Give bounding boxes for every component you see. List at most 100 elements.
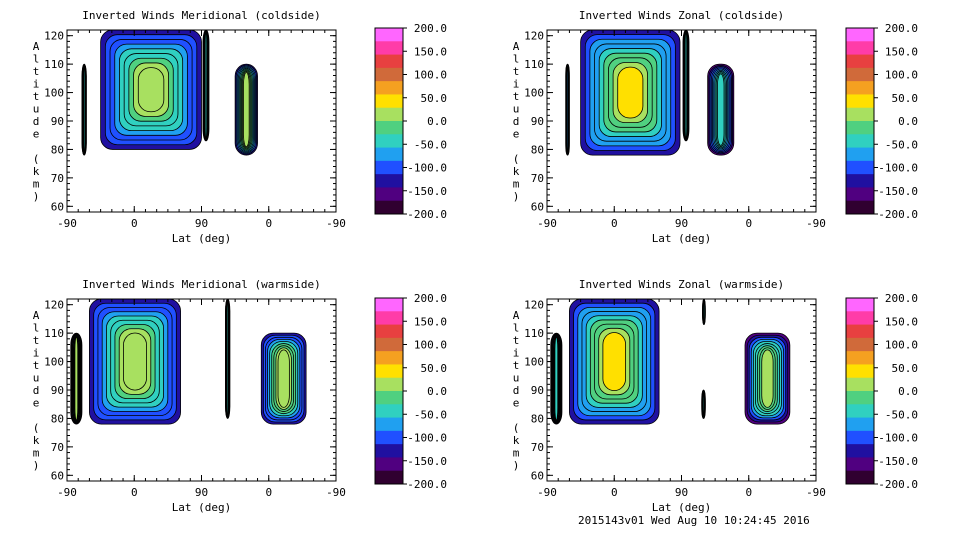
x-tick-label: 0 [745,486,752,499]
colorbar-swatch [375,121,403,135]
colorbar-swatch [846,121,874,135]
y-axis-label-char: u [33,103,40,116]
colorbar-tick-label: 150.0 [414,45,447,58]
y-axis-label-char: u [513,103,520,116]
contour-level [554,336,559,421]
colorbar-tick-label: -100.0 [878,162,918,175]
x-tick-label: 90 [675,217,688,230]
contour-level [684,31,688,140]
colorbar-swatch [846,457,874,472]
contour-level [83,65,86,154]
chart-panel-2: Inverted Winds Zonal (coldside) 60 70 80 90 1… [513,9,918,245]
colorbar-swatch [375,67,403,82]
colorbar-tick-label: 200.0 [885,292,918,305]
y-axis-label-char: i [513,347,520,360]
x-axis-label: Lat (deg) [652,232,712,245]
colorbar-swatch [846,107,874,122]
contour-level [123,332,147,391]
colorbar-swatch [846,377,874,392]
x-tick-label: -90 [537,486,557,499]
y-axis-label-char: t [33,90,40,103]
contour-level [137,67,165,113]
x-tick-label: 0 [131,486,138,499]
colorbar-tick-label: -200.0 [407,208,447,221]
colorbar-tick-label: 0.0 [427,385,447,398]
y-tick-label: 90 [531,384,544,397]
y-axis-label-char: l [513,53,520,66]
colorbar-tick-label: 50.0 [421,92,448,105]
y-tick-label: 80 [531,143,544,156]
colorbar-swatch [375,134,403,149]
colorbar-swatch [846,364,874,379]
y-axis-label-char: t [513,65,520,78]
y-tick-label: 120 [524,299,544,312]
y-axis-label-char: l [513,322,520,335]
contour-level [204,31,208,140]
y-axis-label-char: i [513,78,520,91]
colorbar-tick-label: -150.0 [878,455,918,468]
y-axis-label-char: A [33,309,40,322]
colorbar-swatch [846,147,874,162]
y-axis-label-char: ) [33,459,40,472]
y-tick-label: 90 [51,115,64,128]
y-tick-label: 90 [51,384,64,397]
colorbar: 200.0 150.0 100.0 50.0 0.0 -50.0 -100.0 -150.0 -… [374,22,448,221]
colorbar-swatch [846,94,874,109]
y-axis-label-char: ) [33,190,40,203]
colorbar: 200.0 150.0 100.0 50.0 0.0 -50.0 -100.0 -150.0 -… [374,292,447,491]
y-axis-label-char: l [33,53,40,66]
contour-field [70,299,307,425]
y-tick-label: 80 [51,412,64,425]
y-tick-label: 60 [51,200,64,213]
y-axis-label-char: k [513,165,520,178]
colorbar-swatch [846,417,874,432]
colorbar-tick-label: -150.0 [407,455,447,468]
colorbar-tick-label: -200.0 [407,478,447,491]
colorbar-swatch [375,364,403,379]
x-tick-label: 90 [195,486,208,499]
y-axis-label-char: d [513,384,520,397]
y-tick-label: 110 [524,58,544,71]
contour-level [226,300,229,418]
y-axis-label-char: ( [33,422,40,435]
y-axis-label-char: m [513,447,520,460]
colorbar: 200.0 150.0 100.0 50.0 0.0 -50.0 -100.0 -150.0 -… [845,22,918,221]
y-tick-label: 80 [51,143,64,156]
y-tick-label: 110 [44,327,64,340]
y-axis-label-char: t [33,359,40,372]
y-tick-label: 60 [531,469,544,482]
colorbar-swatch [846,187,874,202]
contour-level [761,349,774,408]
colorbar-swatch [375,298,403,312]
x-axis-label: Lat (deg) [652,501,712,514]
colorbar-swatch [375,444,403,458]
y-axis-label-char: t [513,90,520,103]
y-tick-label: 100 [44,356,64,369]
x-tick-label: -90 [537,217,557,230]
y-tick-label: 70 [51,441,64,454]
colorbar-swatch [846,200,874,215]
colorbar-swatch [375,107,403,122]
colorbar-swatch [846,67,874,82]
y-axis-label-char: t [513,334,520,347]
y-axis-label-char: ( [33,153,40,166]
y-tick-label: 90 [531,115,544,128]
colorbar-swatch [375,160,403,175]
colorbar-swatch [375,391,403,405]
colorbar-swatch [846,391,874,405]
y-axis-label-char: t [33,334,40,347]
x-tick-label: -90 [326,217,346,230]
x-tick-label: -90 [806,486,826,499]
contour-level [617,66,644,119]
colorbar-swatch [375,81,403,95]
chart-title: Inverted Winds Zonal (coldside) [579,9,784,22]
x-tick-label: 0 [611,217,618,230]
colorbar-tick-label: -50.0 [414,138,447,151]
colorbar-tick-label: 150.0 [885,315,918,328]
colorbar-swatch [846,174,874,188]
y-axis-label-char: m [513,178,520,191]
colorbar-swatch [846,404,874,419]
chart-title: Inverted Winds Zonal (warmside) [579,278,784,291]
colorbar-tick-label: -50.0 [885,408,918,421]
colorbar-swatch [375,430,403,445]
